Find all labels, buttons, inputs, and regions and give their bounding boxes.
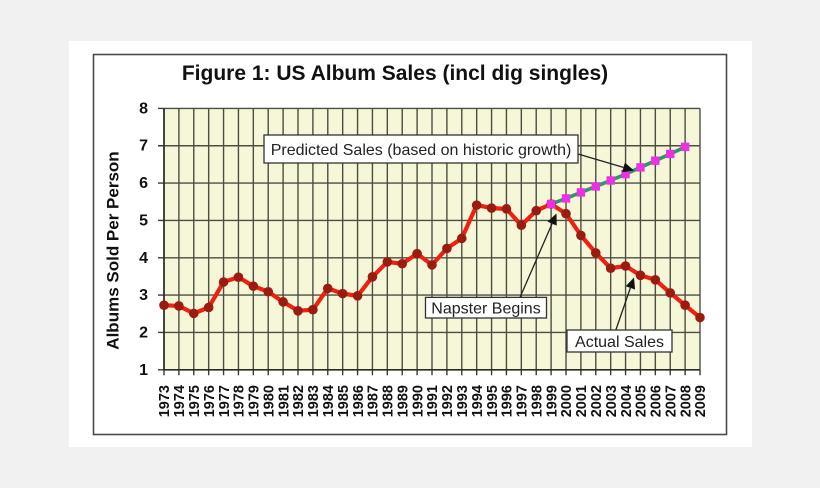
svg-text:1987: 1987 xyxy=(366,385,382,417)
svg-text:2005: 2005 xyxy=(634,385,650,417)
svg-text:1991: 1991 xyxy=(425,385,441,417)
svg-text:2001: 2001 xyxy=(574,385,590,417)
svg-text:1973: 1973 xyxy=(157,385,173,417)
svg-text:1: 1 xyxy=(139,362,148,379)
svg-text:2007: 2007 xyxy=(663,385,679,417)
svg-text:1974: 1974 xyxy=(172,385,188,417)
svg-text:7: 7 xyxy=(139,138,148,155)
svg-text:1976: 1976 xyxy=(202,385,218,417)
svg-text:3: 3 xyxy=(139,287,148,304)
svg-text:1996: 1996 xyxy=(500,385,516,417)
svg-text:1984: 1984 xyxy=(321,385,337,417)
svg-text:2006: 2006 xyxy=(649,385,665,417)
svg-text:1979: 1979 xyxy=(247,385,263,417)
svg-text:1980: 1980 xyxy=(261,385,277,417)
svg-text:1999: 1999 xyxy=(544,385,560,417)
svg-text:1978: 1978 xyxy=(232,385,248,417)
svg-text:2002: 2002 xyxy=(589,385,605,417)
svg-text:Albums Sold Per Person: Albums Sold Per Person xyxy=(104,151,123,349)
svg-text:1977: 1977 xyxy=(217,385,233,417)
svg-text:2008: 2008 xyxy=(678,385,694,417)
svg-text:8: 8 xyxy=(139,100,148,117)
svg-text:Napster Begins: Napster Begins xyxy=(431,301,540,318)
svg-text:6: 6 xyxy=(139,175,148,192)
svg-text:2003: 2003 xyxy=(604,385,620,417)
svg-text:1992: 1992 xyxy=(440,385,456,417)
svg-text:Actual Sales: Actual Sales xyxy=(575,334,664,351)
svg-text:1986: 1986 xyxy=(351,385,367,417)
svg-text:1981: 1981 xyxy=(276,385,292,417)
svg-text:1985: 1985 xyxy=(336,385,352,417)
svg-text:1994: 1994 xyxy=(470,385,486,417)
svg-text:2004: 2004 xyxy=(619,385,635,417)
svg-text:1982: 1982 xyxy=(291,385,307,417)
svg-text:1998: 1998 xyxy=(529,385,545,417)
svg-text:2: 2 xyxy=(139,325,148,342)
svg-text:1995: 1995 xyxy=(485,385,501,417)
svg-text:Predicted Sales (based on hist: Predicted Sales (based on historic growt… xyxy=(271,142,572,159)
svg-text:1990: 1990 xyxy=(410,385,426,417)
svg-text:1975: 1975 xyxy=(187,385,203,417)
svg-text:1988: 1988 xyxy=(381,385,397,417)
svg-text:4: 4 xyxy=(139,250,148,267)
svg-text:1993: 1993 xyxy=(455,385,471,417)
svg-text:2009: 2009 xyxy=(693,385,709,417)
svg-text:Figure 1: US Album Sales (incl: Figure 1: US Album Sales (incl dig singl… xyxy=(182,62,608,85)
svg-text:1983: 1983 xyxy=(306,385,322,417)
svg-text:5: 5 xyxy=(139,212,148,229)
svg-text:2000: 2000 xyxy=(559,385,575,417)
svg-text:1989: 1989 xyxy=(395,385,411,417)
svg-text:1997: 1997 xyxy=(515,385,531,417)
